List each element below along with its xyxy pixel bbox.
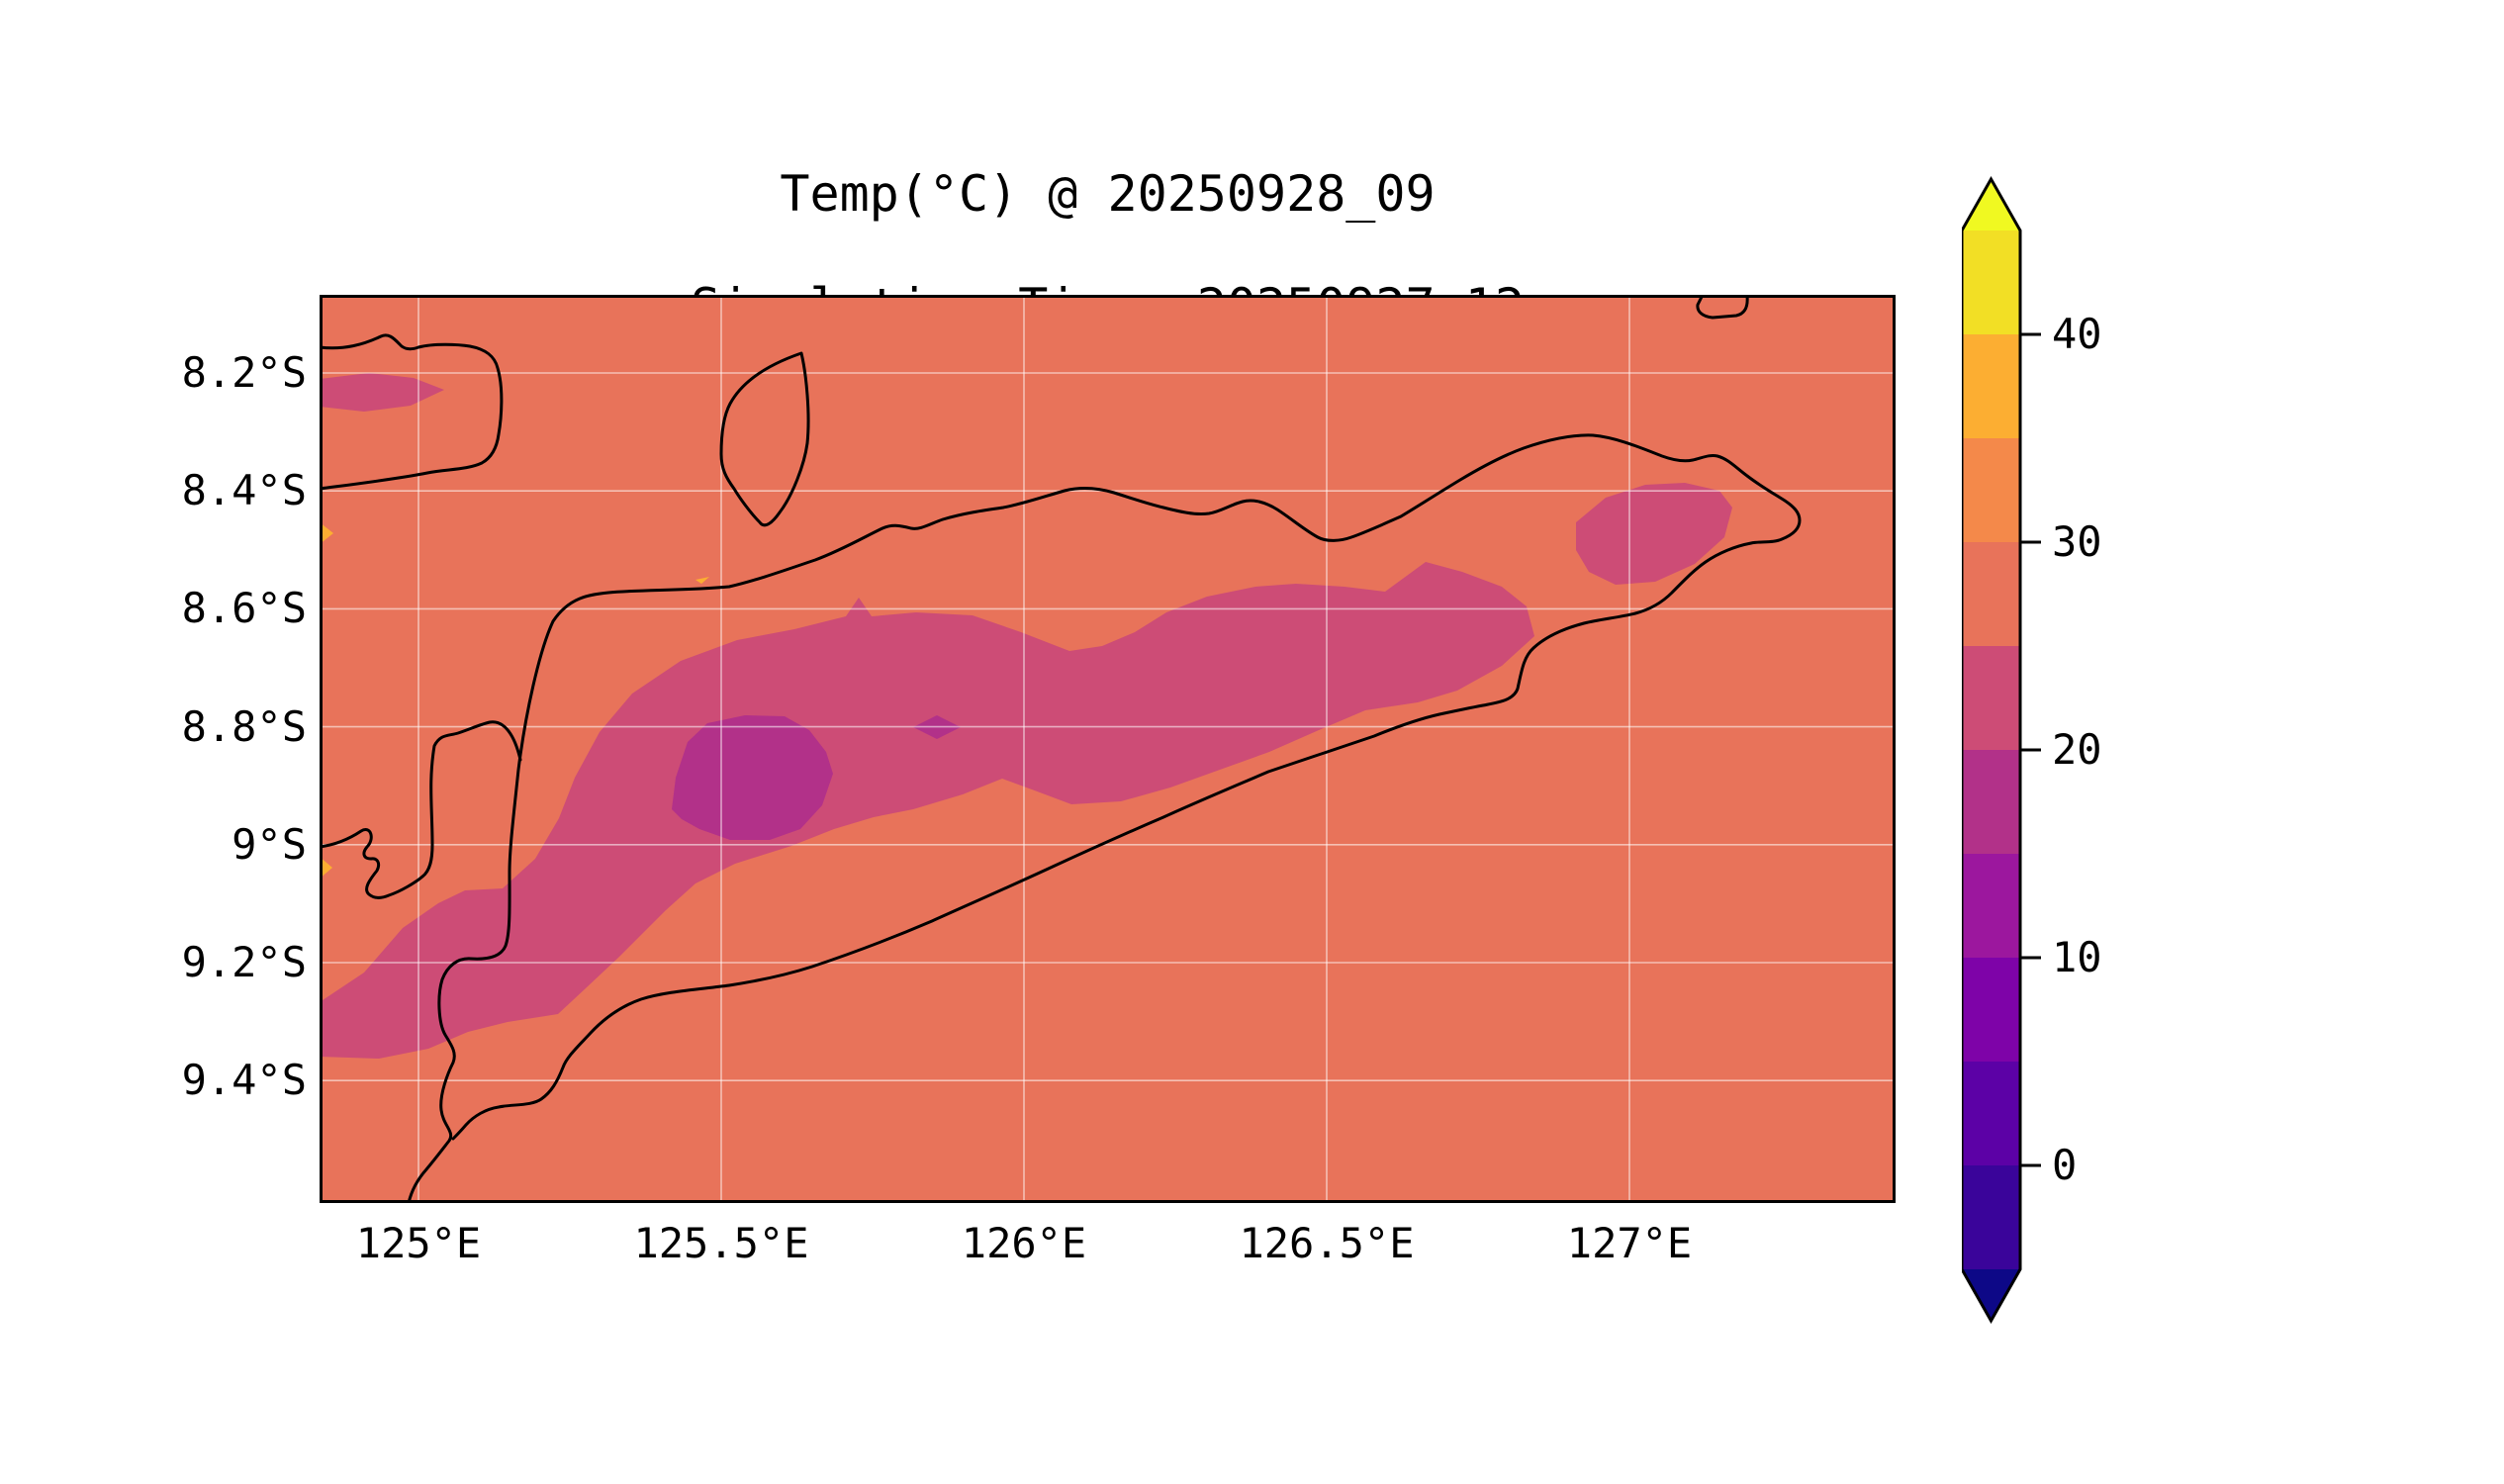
colorbar-band xyxy=(1962,958,2020,1062)
colorbar-over-arrow xyxy=(1962,179,2020,231)
colorbar-under-arrow xyxy=(1962,1269,2020,1321)
coastline-wetar xyxy=(320,333,504,491)
contour-band-warm-speck xyxy=(696,577,709,584)
temperature-contour-map xyxy=(320,295,1896,1203)
x-tick-label: 126.5°E xyxy=(1239,1219,1415,1267)
colorbar-tick-label: 10 xyxy=(2052,933,2102,981)
plot-border xyxy=(320,295,1896,1203)
contour-band-20-25-main-island xyxy=(320,562,1534,1059)
contour-band-warm-sliver-north xyxy=(320,522,333,544)
contour-band-warm-sliver-south xyxy=(320,857,332,879)
contour-band-15-20-core-blob xyxy=(672,715,833,840)
colorbar-band xyxy=(1962,750,2020,854)
x-tick-label: 125°E xyxy=(355,1219,482,1267)
y-tick-label: 8.4°S xyxy=(181,466,307,515)
plot-title-line1: Temp(°C) @ 20250928_09 xyxy=(780,165,1436,223)
coastlines xyxy=(320,295,1802,1203)
colorbar-band xyxy=(1962,231,2020,334)
y-tick-label: 9.2°S xyxy=(181,938,307,986)
map-plot-area xyxy=(320,295,1896,1203)
contour-band-20-25-east-blob xyxy=(1576,483,1732,585)
colorbar xyxy=(1962,175,2041,1324)
coastline-northeast-islet xyxy=(1696,295,1749,320)
coastline-atauro xyxy=(719,351,810,527)
colorbar-band xyxy=(1962,542,2020,646)
contour-band-20-25-wetar xyxy=(320,373,444,412)
colorbar-tick-label: 0 xyxy=(2052,1141,2078,1189)
colorbar-band xyxy=(1962,1165,2020,1269)
colorbar-band xyxy=(1962,854,2020,958)
colorbar-band xyxy=(1962,646,2020,750)
coastline-timor-main xyxy=(407,433,1802,1203)
colorbar-tick-label: 20 xyxy=(2052,725,2102,774)
coastline-oecusse-bay xyxy=(320,720,522,899)
x-tick-label: 125.5°E xyxy=(633,1219,809,1267)
colorbar-band xyxy=(1962,334,2020,438)
colorbar-tick-label: 30 xyxy=(2052,517,2102,566)
y-tick-label: 8.2°S xyxy=(181,348,307,397)
y-tick-label: 8.6°S xyxy=(181,584,307,633)
y-tick-label: 9.4°S xyxy=(181,1056,307,1105)
x-tick-label: 127°E xyxy=(1566,1219,1693,1267)
colorbar-band xyxy=(1962,438,2020,542)
colorbar-outline xyxy=(1962,175,2022,1324)
colorbar-band xyxy=(1962,1062,2020,1165)
colorbar-bands xyxy=(1962,231,2020,1269)
y-tick-label: 8.8°S xyxy=(181,701,307,751)
colorbar-tick-label: 40 xyxy=(2052,310,2102,358)
colorbar-tick-marks xyxy=(2020,332,2041,1167)
x-tick-label: 126°E xyxy=(961,1219,1087,1267)
y-tick-label: 9°S xyxy=(232,819,307,869)
